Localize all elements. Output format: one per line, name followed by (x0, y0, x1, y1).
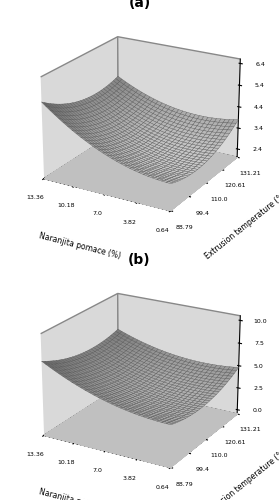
X-axis label: Naranjita pomace (%): Naranjita pomace (%) (39, 488, 122, 500)
X-axis label: Naranjita pomace (%): Naranjita pomace (%) (39, 231, 122, 260)
Y-axis label: Extrusion temperature (°C): Extrusion temperature (°C) (203, 188, 279, 261)
Title: (a): (a) (128, 0, 151, 10)
Y-axis label: Extrusion temperature (°C): Extrusion temperature (°C) (203, 446, 279, 500)
Title: (b): (b) (128, 252, 151, 266)
